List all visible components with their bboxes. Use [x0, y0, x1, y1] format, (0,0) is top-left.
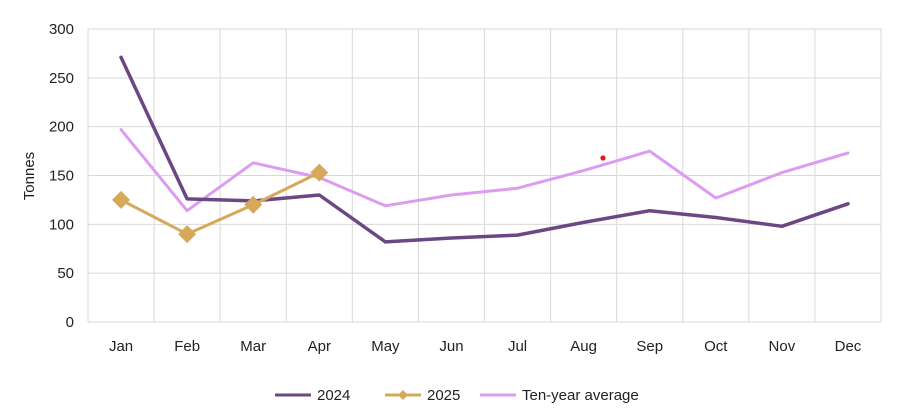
- y-tick-label: 150: [49, 168, 74, 185]
- x-tick-label: Mar: [240, 338, 266, 355]
- x-tick-label: May: [371, 338, 400, 355]
- stray-dot: [600, 155, 606, 161]
- legend-label: 2024: [317, 387, 350, 404]
- x-axis-ticks: Jan Feb Mar Apr May Jun Jul Aug Sep Oct Nov Dec: [109, 338, 862, 355]
- legend-marker: [398, 390, 408, 400]
- x-tick-label: Jun: [439, 338, 463, 355]
- x-tick-label: Aug: [570, 338, 597, 355]
- gridlines: [87, 28, 882, 323]
- x-tick-label: Sep: [636, 338, 663, 355]
- legend-label: 2025: [427, 387, 460, 404]
- data-point: [244, 195, 263, 214]
- series-ten-year-average: [119, 128, 850, 213]
- series-line: [119, 171, 321, 236]
- y-axis-label: Tonnes: [21, 152, 38, 200]
- y-tick-label: 200: [49, 119, 74, 136]
- series-line: [119, 128, 850, 213]
- data-point: [178, 225, 197, 244]
- series-2025: [112, 163, 329, 244]
- legend-item: 2025: [385, 387, 460, 404]
- legend-item: Ten-year average: [480, 387, 639, 404]
- x-tick-label: Nov: [769, 338, 796, 355]
- y-tick-label: 0: [66, 314, 74, 331]
- y-axis-ticks: 0 50 100 150 200 250 300: [49, 21, 74, 331]
- legend-item: 2024: [275, 387, 350, 404]
- x-tick-label: Dec: [835, 338, 862, 355]
- y-tick-label: 100: [49, 216, 74, 233]
- x-tick-label: Jul: [508, 338, 527, 355]
- series-2024: [119, 55, 850, 244]
- legend-label: Ten-year average: [522, 387, 639, 404]
- x-tick-label: Feb: [174, 338, 200, 355]
- legend: 2024 2025 Ten-year average: [275, 387, 639, 404]
- series-lines: [112, 55, 850, 244]
- data-point: [112, 190, 131, 209]
- y-tick-label: 250: [49, 70, 74, 87]
- data-point: [310, 163, 329, 182]
- x-tick-label: Jan: [109, 338, 133, 355]
- x-tick-label: Apr: [308, 338, 331, 355]
- y-tick-label: 50: [57, 265, 74, 282]
- series-line: [119, 55, 850, 244]
- y-tick-label: 300: [49, 21, 74, 38]
- x-tick-label: Oct: [704, 338, 728, 355]
